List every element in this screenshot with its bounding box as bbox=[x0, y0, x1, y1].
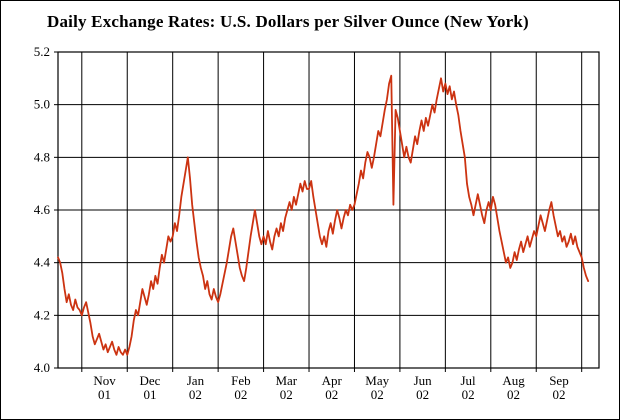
y-tick-label: 4.4 bbox=[34, 255, 51, 270]
x-tick-label: Jan 02 bbox=[187, 373, 205, 402]
x-tick-label: May 02 bbox=[365, 373, 389, 402]
y-tick-label: 4.8 bbox=[34, 149, 50, 164]
y-tick-label: 5.0 bbox=[34, 97, 50, 112]
chart-svg: 4.0 4.2 4.4 4.6 4.8 5.0 5.2 Nov 01 Dec 01 Jan 02 Feb 0… bbox=[34, 44, 600, 402]
x-tick-label: Sep 02 bbox=[549, 373, 569, 402]
x-tick-label: Apr 02 bbox=[322, 373, 343, 402]
y-tick-label: 4.2 bbox=[34, 307, 50, 322]
x-tick-label: Jun 02 bbox=[414, 373, 433, 402]
x-tick-label: Jul 02 bbox=[460, 373, 476, 402]
price-line bbox=[57, 74, 590, 356]
chart-title: Daily Exchange Rates: U.S. Dollars per S… bbox=[47, 12, 529, 31]
y-tick-label: 4.6 bbox=[34, 202, 51, 217]
x-tick-label: Nov 01 bbox=[93, 373, 116, 402]
plot-frame bbox=[57, 51, 600, 369]
x-tick-label: Feb 02 bbox=[231, 373, 251, 402]
x-tick-label: Aug 02 bbox=[502, 373, 525, 402]
y-tick-label: 4.0 bbox=[34, 360, 50, 375]
x-tick-label: Dec 01 bbox=[140, 373, 161, 402]
y-tick-label: 5.2 bbox=[34, 44, 50, 59]
x-tick-label: Mar 02 bbox=[275, 373, 297, 402]
